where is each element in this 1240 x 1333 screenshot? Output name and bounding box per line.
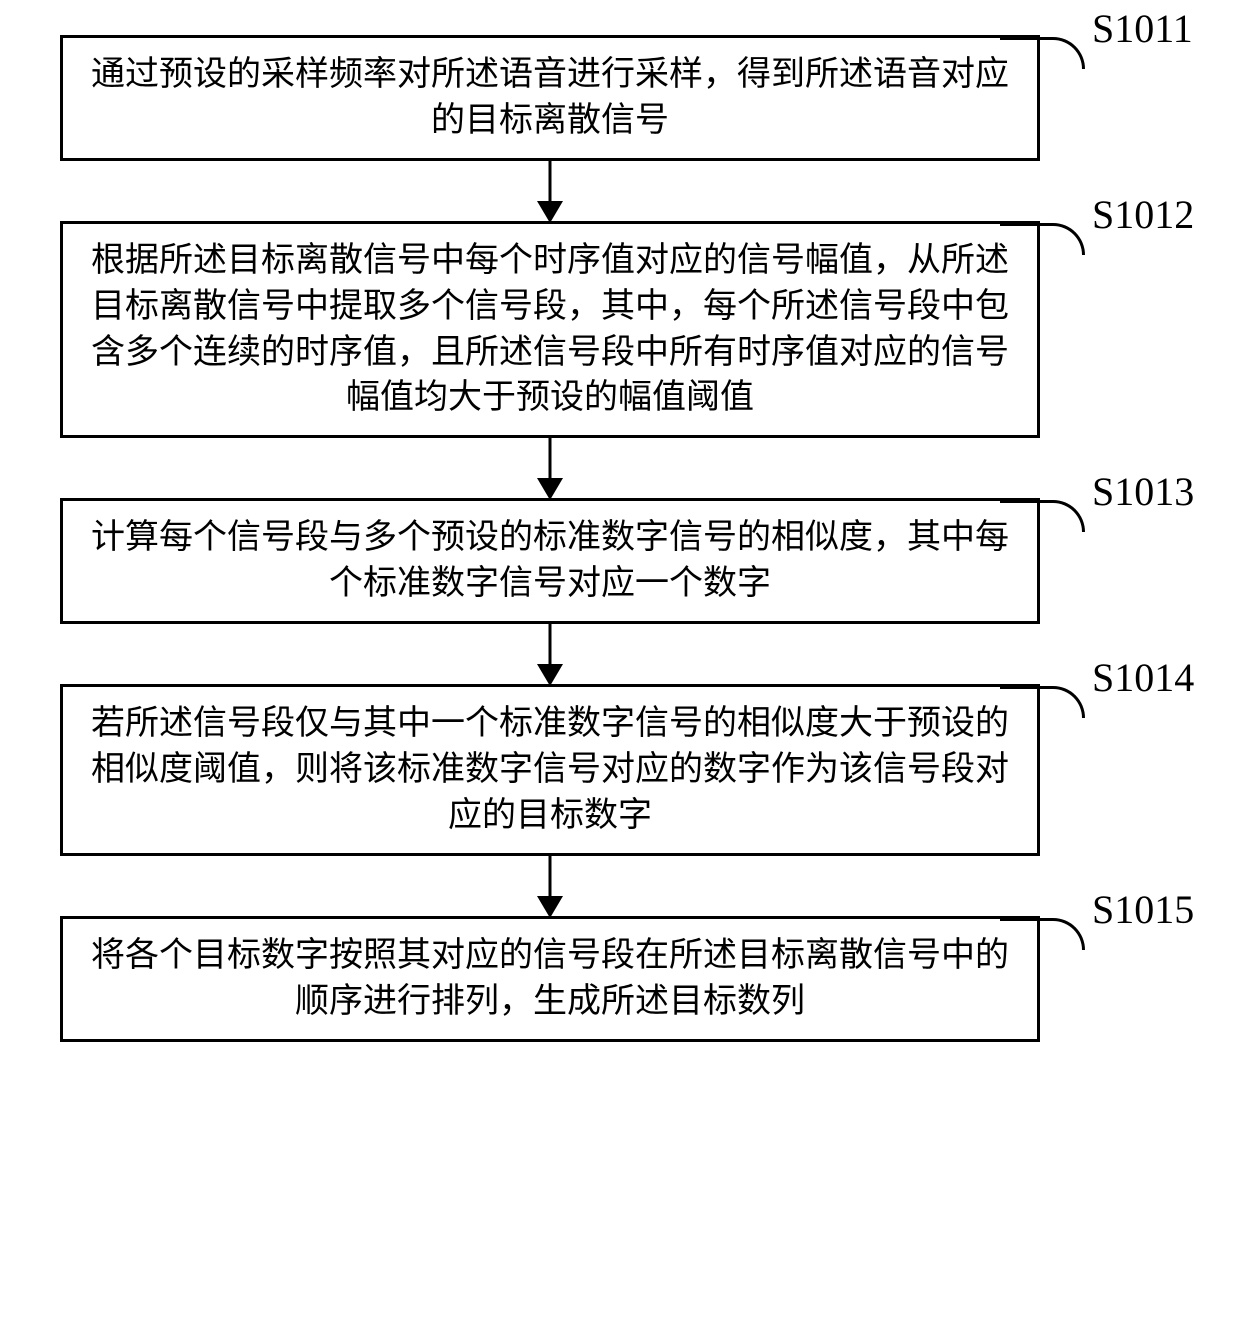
step-text-5: 将各个目标数字按照其对应的信号段在所述目标离散信号中的顺序进行排列，生成所述目标… xyxy=(91,937,1009,1020)
step-label-5: S1015 xyxy=(1092,886,1232,933)
arrow-line xyxy=(549,161,552,205)
step-box-5: 将各个目标数字按照其对应的信号段在所述目标离散信号中的顺序进行排列，生成所述目标… xyxy=(60,916,1040,1042)
arrow-head xyxy=(537,896,563,918)
step-text-3: 计算每个信号段与多个预设的标准数字信号的相似度，其中每个标准数字信号对应一个数字 xyxy=(91,519,1009,602)
step-text-2: 根据所述目标离散信号中每个时序值对应的信号幅值，从所述目标离散信号中提取多个信号… xyxy=(91,242,1009,417)
step-box-2: 根据所述目标离散信号中每个时序值对应的信号幅值，从所述目标离散信号中提取多个信号… xyxy=(60,221,1040,439)
arrow-head xyxy=(537,478,563,500)
arrow-line xyxy=(549,856,552,900)
arrow-1 xyxy=(60,161,1040,221)
arrow-head xyxy=(537,664,563,686)
step-text-1: 通过预设的采样频率对所述语音进行采样，得到所述语音对应的目标离散信号 xyxy=(91,56,1009,139)
step-label-2: S1012 xyxy=(1092,191,1232,238)
step-text-4: 若所述信号段仅与其中一个标准数字信号的相似度大于预设的相似度阈值，则将该标准数字… xyxy=(91,705,1009,834)
arrow-4 xyxy=(60,856,1040,916)
arrow-2 xyxy=(60,438,1040,498)
arrow-3 xyxy=(60,624,1040,684)
arrow-line xyxy=(549,438,552,482)
step-label-3: S1013 xyxy=(1092,468,1232,515)
step-box-3: 计算每个信号段与多个预设的标准数字信号的相似度，其中每个标准数字信号对应一个数字 xyxy=(60,498,1040,624)
step-label-1: S1011 xyxy=(1092,5,1232,52)
arrow-line xyxy=(549,624,552,668)
arrow-head xyxy=(537,201,563,223)
step-box-4: 若所述信号段仅与其中一个标准数字信号的相似度大于预设的相似度阈值，则将该标准数字… xyxy=(60,684,1040,856)
flowchart-container: 通过预设的采样频率对所述语音进行采样，得到所述语音对应的目标离散信号 根据所述目… xyxy=(60,35,1080,1042)
step-box-1: 通过预设的采样频率对所述语音进行采样，得到所述语音对应的目标离散信号 xyxy=(60,35,1040,161)
step-label-4: S1014 xyxy=(1092,654,1232,701)
